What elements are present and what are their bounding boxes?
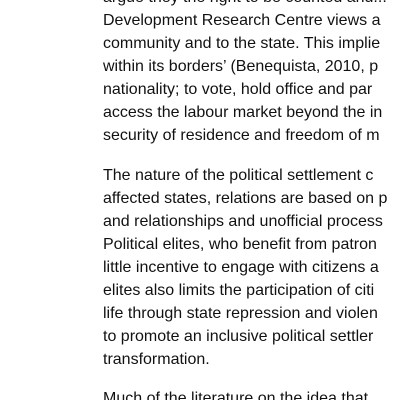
text-line: argue they the right to be counted and..…	[103, 0, 387, 9]
text-line: Much of the literature on the idea that.…	[103, 390, 382, 400]
text-line: Political elites, who benefit from patro…	[103, 236, 377, 253]
text-line: transformation.	[103, 351, 210, 368]
text-line: within its borders’ (Benequista, 2010, p	[103, 58, 379, 75]
text-line: elites also limits the participation of …	[103, 282, 375, 299]
text-line: affected states, relations are based on …	[103, 190, 388, 207]
text-line: and relationships and unofficial process	[103, 213, 383, 230]
text-line: to promote an inclusive political settle…	[103, 328, 374, 345]
body-paragraph: Much of the literature on the idea that.…	[103, 387, 381, 400]
text-line: security of residence and freedom of m	[103, 127, 380, 144]
text-line: nationality; to vote, hold office and pa…	[103, 81, 373, 98]
text-line: life through state repression and violen	[103, 305, 378, 322]
text-line: community and to the state. This implie	[103, 35, 381, 52]
text-line: The nature of the political settlement c	[103, 167, 374, 184]
text-line: access the labour market beyond the in	[103, 104, 383, 121]
body-paragraph: The nature of the political settlement c…	[103, 164, 387, 371]
text-line: Development Research Centre views a	[103, 12, 381, 29]
text-line: little incentive to engage with citizens…	[103, 259, 379, 276]
body-paragraph: argue they the right to be counted and..…	[103, 0, 387, 147]
